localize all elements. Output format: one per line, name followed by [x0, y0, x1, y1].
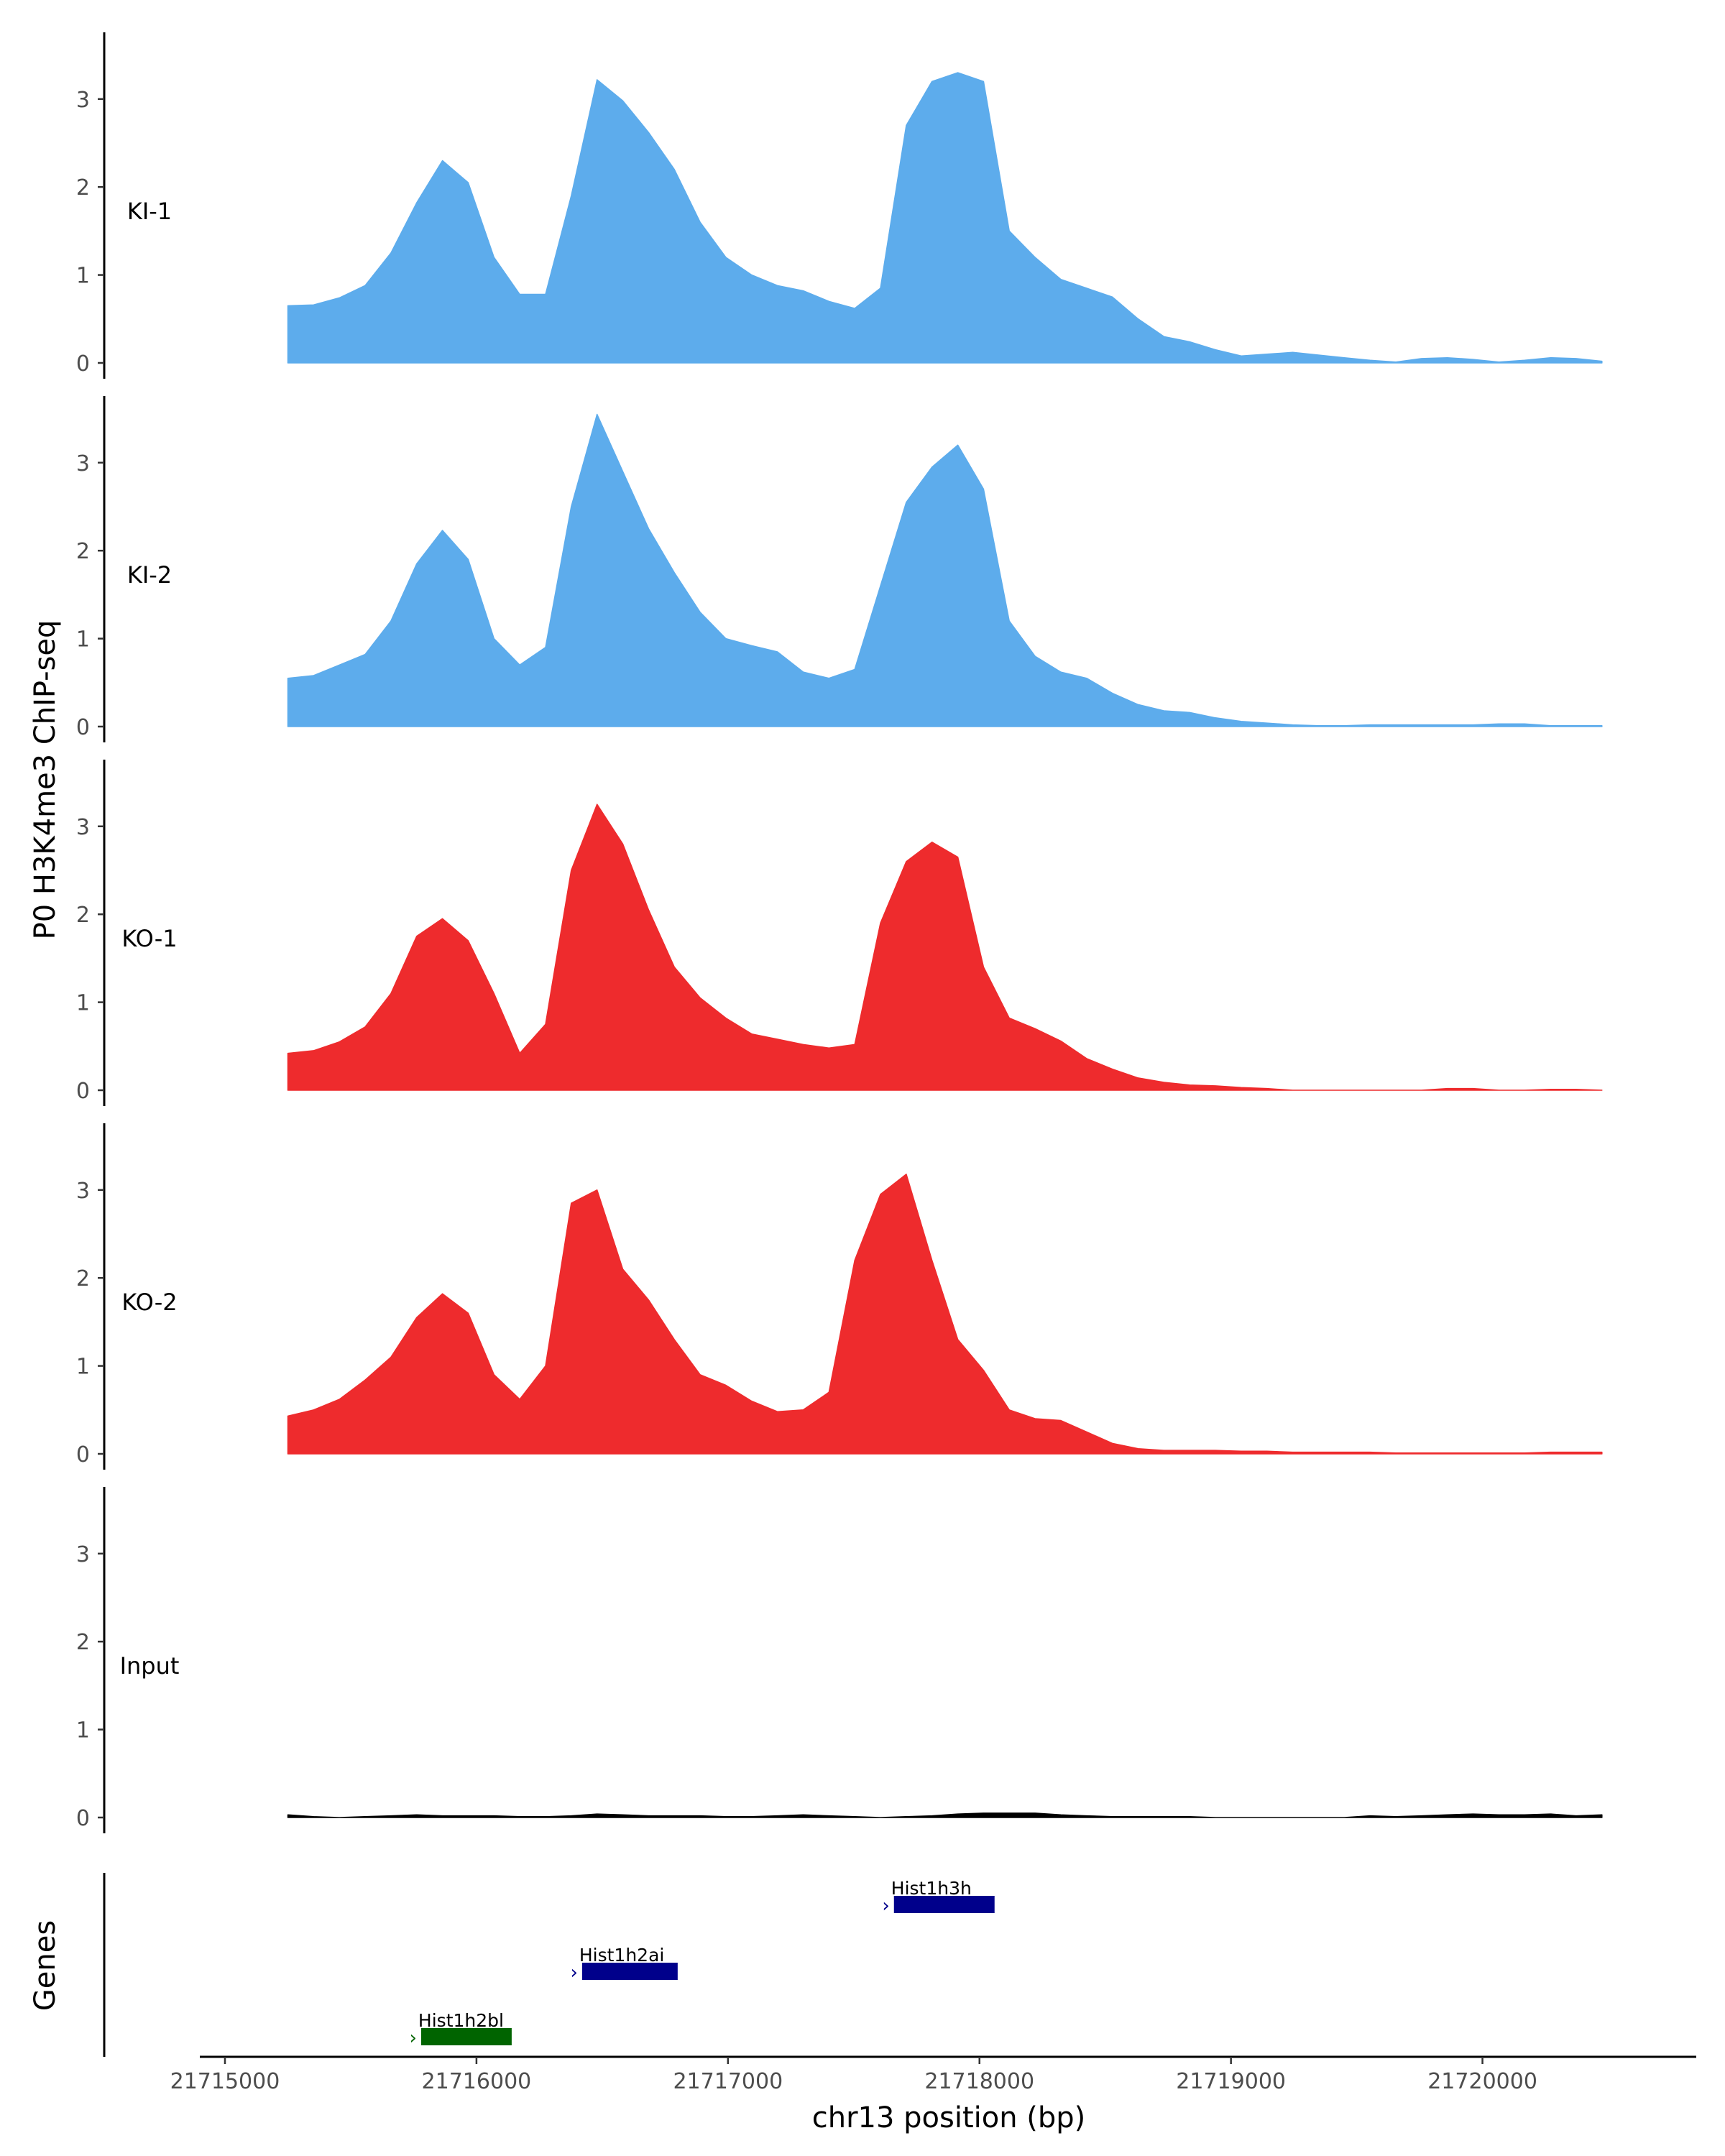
y-tick-label: 3 — [76, 451, 90, 476]
y-tick-label: 1 — [76, 1718, 90, 1743]
x-tick-label: 21715000 — [170, 2069, 280, 2094]
track-label: KO-1 — [121, 925, 177, 952]
y-tick-label: 0 — [76, 1442, 90, 1468]
y-tick-label: 2 — [76, 1266, 90, 1291]
track-label: KI-1 — [127, 198, 172, 225]
gene-hist1h2bl: ›Hist1h2bl — [410, 2010, 512, 2049]
coverage-area — [287, 1812, 1603, 1818]
gene-body — [420, 2028, 512, 2045]
gene-label: Hist1h2ai — [579, 1945, 665, 1966]
x-tick-label: 21719000 — [1176, 2069, 1286, 2094]
x-tick-label: 21720000 — [1427, 2069, 1537, 2094]
y-tick-label: 2 — [76, 175, 90, 201]
gene-hist1h3h: ›Hist1h3h — [882, 1878, 995, 1917]
genes-axis-label: Genes — [29, 1920, 62, 2011]
track-label: KO-2 — [121, 1289, 177, 1316]
gene-label: Hist1h3h — [891, 1878, 972, 1899]
coverage-area — [287, 72, 1603, 364]
track-label: KI-2 — [127, 561, 172, 589]
coverage-area — [287, 413, 1603, 727]
gene-body — [893, 1896, 995, 1913]
y-tick-label: 3 — [76, 88, 90, 113]
y-tick-label: 1 — [76, 991, 90, 1016]
x-tick-label: 21717000 — [673, 2069, 783, 2094]
gene-strand-mark: › — [882, 1895, 889, 1917]
y-tick-label: 0 — [76, 1079, 90, 1104]
track-panel-ki-2: 0 1 2 3 KI-2 — [76, 396, 1603, 742]
x-tick-label: 21718000 — [924, 2069, 1034, 2094]
y-tick-label: 3 — [76, 1542, 90, 1567]
y-tick-label: 3 — [76, 1179, 90, 1204]
y-tick-label: 1 — [76, 1355, 90, 1380]
track-label: Input — [120, 1652, 180, 1680]
gene-body — [581, 1963, 678, 1980]
x-tick-label: 21716000 — [422, 2069, 532, 2094]
gene-hist1h2ai: ›Hist1h2ai — [570, 1945, 678, 1984]
gene-panel: ›Hist1h2bl›Hist1h2ai›Hist1h3h — [103, 1873, 995, 2057]
gene-strand-mark: › — [570, 1962, 577, 1984]
gene-label: Hist1h2bl — [418, 2010, 504, 2031]
y-tick-label: 0 — [76, 1806, 90, 1831]
track-panel-ko-2: 0 1 2 3 KO-2 — [76, 1123, 1603, 1470]
gene-strand-mark: › — [410, 2027, 417, 2049]
y-tick-label: 0 — [76, 351, 90, 377]
y-tick-label: 2 — [76, 1630, 90, 1655]
y-axis-label: P0 H3K4me3 ChIP-seq — [29, 620, 62, 940]
y-tick-label: 2 — [76, 903, 90, 928]
x-axis-label: chr13 position (bp) — [812, 2101, 1086, 2134]
y-tick-label: 1 — [76, 627, 90, 653]
y-tick-label: 0 — [76, 715, 90, 740]
y-tick-label: 1 — [76, 264, 90, 289]
coverage-area — [287, 1174, 1603, 1455]
track-panel-ki-1: 0 1 2 3 KI-1 — [76, 32, 1603, 379]
track-panel-ko-1: 0 1 2 3 KO-1 — [76, 760, 1603, 1106]
track-panels: 0 1 2 3 KI-1 0 1 2 3 KI-2 0 1 2 3 KO-1 0 1 2 3 KO-2 0 1 2 3 Inpu… — [76, 32, 1603, 1833]
track-panel-input: 0 1 2 3 Input — [76, 1487, 1603, 1833]
y-tick-label: 3 — [76, 815, 90, 840]
y-tick-label: 2 — [76, 539, 90, 564]
x-axis: 21715000 21716000 21717000 21718000 21719000… — [170, 2055, 1696, 2094]
coverage-area — [287, 803, 1603, 1091]
